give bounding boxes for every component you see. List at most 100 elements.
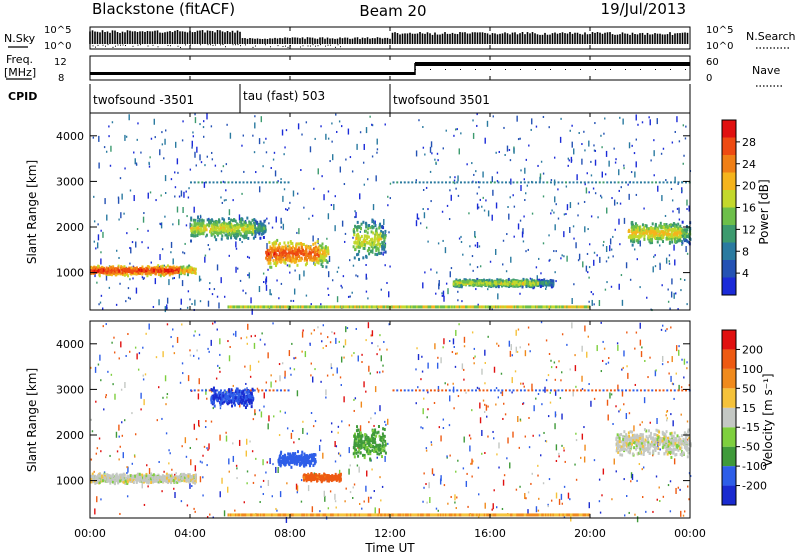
- power-cell: [486, 279, 489, 283]
- power-noise-point: [668, 254, 671, 257]
- power-cell: [673, 227, 676, 231]
- power-noise-point: [340, 125, 343, 128]
- power-noise-point: [116, 249, 118, 252]
- velocity-noise-point: [537, 474, 539, 477]
- power-noise-point: [213, 288, 216, 291]
- velocity-noise-point: [218, 367, 221, 370]
- velocity-noise-point: [502, 417, 504, 420]
- power-noise-point: [265, 276, 268, 283]
- velocity-noise-point: [338, 340, 340, 343]
- power-cell: [352, 245, 355, 249]
- power-cell: [91, 267, 94, 271]
- ground-echo: [333, 305, 336, 309]
- power-cell: [179, 268, 182, 272]
- power-cell: [541, 279, 544, 283]
- power-noise-point: [507, 206, 509, 209]
- power-cell: [655, 230, 658, 234]
- power-noise-point: [639, 286, 641, 289]
- velocity-noise-point: [677, 486, 680, 489]
- power-noise-point: [584, 149, 586, 152]
- power-cell: [248, 228, 251, 232]
- power-cell: [356, 253, 359, 257]
- ground-echo: [541, 305, 543, 309]
- ground-echo: [228, 305, 231, 309]
- power-noise-point: [248, 256, 251, 259]
- ground-echo: [428, 305, 431, 309]
- power-cell: [384, 243, 387, 247]
- power-noise-point: [245, 292, 247, 295]
- power-cell: [376, 237, 379, 241]
- power-noise-point: [450, 194, 452, 201]
- power-noise-point: [568, 159, 570, 162]
- power-cell: [687, 234, 690, 238]
- power-cell: [529, 281, 532, 285]
- power-noise-point: [228, 254, 230, 257]
- power-cell: [236, 232, 239, 236]
- power-cell: [487, 281, 490, 285]
- ground-echo: [330, 305, 332, 309]
- velocity-noise-point: [319, 439, 322, 442]
- power-cell: [633, 237, 636, 241]
- power-cell: [274, 251, 277, 255]
- power-cell: [665, 228, 668, 232]
- power-noise-point: [262, 165, 264, 168]
- power-cell: [265, 253, 268, 257]
- power-noise-point: [194, 299, 196, 306]
- nsearch-dot: [320, 44, 321, 46]
- range-3000-echo: [587, 181, 590, 184]
- power-cell: [212, 220, 215, 224]
- power-noise-point: [477, 206, 480, 209]
- power-cell: [168, 273, 171, 277]
- power-cell: [268, 249, 271, 253]
- power-noise-point: [435, 162, 437, 165]
- velocity-noise-point: [492, 430, 494, 433]
- velocity-noise-point: [268, 415, 270, 422]
- power-noise-point: [93, 195, 95, 198]
- velocity-noise-point: [267, 479, 270, 486]
- power-cell: [467, 279, 470, 283]
- velocity-noise-point: [519, 419, 522, 422]
- power-noise-point: [641, 121, 644, 124]
- power-noise-point: [513, 205, 516, 208]
- power-cell: [211, 232, 214, 236]
- power-noise-point: [276, 279, 278, 282]
- power-cell: [313, 257, 316, 261]
- power-cell: [365, 234, 368, 238]
- power-cell: [454, 283, 457, 287]
- power-noise-point: [187, 290, 190, 293]
- cpid-segment-label: twofsound 3501: [393, 93, 490, 107]
- power-cell: [654, 223, 657, 227]
- nsearch-dot: [287, 46, 289, 48]
- velocity-noise-point: [587, 335, 590, 338]
- velocity-noise-point: [474, 355, 476, 358]
- power-cell: [513, 282, 516, 286]
- power-cell: [367, 241, 370, 245]
- power-cell: [500, 284, 503, 288]
- power-noise-point: [542, 115, 545, 118]
- power-cell: [202, 221, 205, 225]
- power-noise-point: [92, 136, 95, 139]
- velocity-noise-point: [217, 364, 219, 367]
- ground-echo: [565, 305, 567, 309]
- ground-echo: [328, 305, 331, 309]
- power-noise-point: [597, 216, 599, 219]
- power-noise-point: [331, 122, 333, 125]
- power-noise-point: [305, 121, 308, 124]
- ground-echo: [342, 305, 345, 309]
- power-noise-point: [588, 266, 591, 269]
- power-cell: [325, 265, 328, 269]
- power-cell: [360, 241, 363, 245]
- velocity-noise-point: [216, 328, 218, 331]
- power-noise-point: [522, 228, 524, 235]
- power-cell: [496, 278, 499, 282]
- power-noise-point: [220, 196, 222, 199]
- velocity-noise-point: [314, 420, 317, 423]
- power-noise-point: [159, 149, 161, 156]
- power-cell: [544, 283, 547, 287]
- velocity-noise-point: [158, 386, 160, 389]
- power-cell: [366, 235, 369, 239]
- velocity-noise-point: [385, 423, 387, 426]
- power-noise-point: [504, 153, 506, 156]
- velocity-noise-point: [479, 417, 482, 424]
- power-cell: [364, 229, 367, 233]
